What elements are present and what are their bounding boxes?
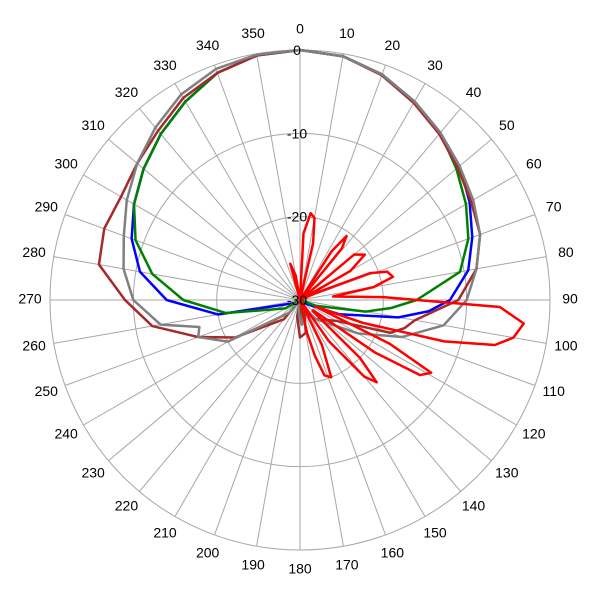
angle-tick-label: 180 (288, 561, 312, 577)
series-line-4 (289, 211, 526, 384)
grid-spoke-190 (256, 299, 301, 547)
angle-tick-label: 190 (241, 557, 265, 573)
angle-tick-label: 150 (423, 525, 447, 541)
grid-circle-2 (216, 216, 384, 384)
angle-tick-label: 90 (562, 291, 578, 307)
grid-spoke-100 (299, 299, 547, 344)
angle-tick-label: 280 (22, 244, 46, 260)
angle-tick-label: 130 (495, 464, 519, 480)
grid-spoke-250 (64, 299, 301, 386)
grid-spoke-160 (299, 299, 386, 536)
angle-tick-label: 320 (115, 84, 139, 100)
angle-tick-label: 40 (466, 84, 482, 100)
grid-spoke-130 (299, 299, 492, 462)
angle-tick-label: 230 (81, 464, 105, 480)
angle-tick-label: 110 (543, 383, 566, 399)
angle-tick-label: 250 (35, 383, 59, 399)
grid-spoke-170 (299, 299, 344, 547)
angle-tick-label: 200 (196, 544, 220, 560)
grid-spoke-80 (299, 256, 547, 301)
angle-tick-label: 70 (546, 198, 562, 214)
angle-tick-label: 30 (427, 57, 443, 73)
grid-spoke-10 (299, 53, 344, 301)
grid-spoke-330 (174, 83, 301, 301)
angle-tick-label: 340 (196, 37, 220, 53)
angle-tick-label: 120 (522, 426, 546, 442)
angle-tick-label: 270 (18, 291, 42, 307)
series-line-2 (97, 48, 482, 339)
grid-spoke-210 (174, 299, 301, 517)
angle-tick-label: 160 (381, 544, 405, 560)
angle-tick-label: 170 (335, 557, 359, 573)
series-line-3 (122, 48, 482, 343)
radial-tick-label: -30 (287, 292, 307, 308)
angle-tick-label: 20 (385, 37, 401, 53)
grid-spoke-310 (108, 138, 301, 301)
angle-tick-label: 300 (54, 156, 78, 172)
grid-spoke-150 (299, 299, 426, 517)
angle-tick-label: 210 (153, 525, 177, 541)
radial-tick-label: 0 (293, 42, 301, 58)
angle-tick-label: 80 (558, 244, 574, 260)
radial-tick-label: -20 (287, 209, 307, 225)
angle-tick-label: 310 (81, 117, 105, 133)
angle-tick-label: 290 (35, 198, 59, 214)
grid-spoke-350 (256, 53, 301, 301)
grid-spoke-220 (138, 299, 301, 492)
grid-spoke-230 (108, 299, 301, 462)
grid-spoke-280 (53, 256, 301, 301)
radial-tick-labels: 0 -10 -20 -30 (287, 42, 307, 308)
grid-spoke-200 (214, 299, 301, 536)
angle-tick-label: 10 (339, 25, 355, 41)
grid-spoke-300 (83, 174, 301, 301)
radial-tick-label: -10 (287, 125, 307, 141)
angle-tick-label: 100 (554, 338, 578, 354)
series-group (97, 48, 526, 384)
grid-spoke-240 (83, 299, 301, 426)
angle-tick-label: 140 (462, 498, 486, 514)
angular-tick-labels: 0 10 20 30 40 50 60 70 80 90 100 110 120 130 140 150 160… (18, 21, 578, 577)
grid-spoke-340 (214, 64, 301, 301)
grid-spoke-140 (299, 299, 462, 492)
grid-spoke-320 (138, 108, 301, 301)
angle-tick-label: 330 (153, 57, 177, 73)
angle-tick-label: 220 (115, 498, 139, 514)
angle-tick-label: 260 (22, 338, 46, 354)
grid-spoke-30 (299, 83, 426, 301)
grid-spoke-20 (299, 64, 386, 301)
angle-tick-label: 240 (54, 426, 78, 442)
angle-tick-label: 60 (526, 156, 542, 172)
angle-tick-label: 350 (241, 25, 265, 41)
angle-tick-label: 0 (296, 21, 304, 37)
angle-tick-label: 50 (499, 117, 515, 133)
